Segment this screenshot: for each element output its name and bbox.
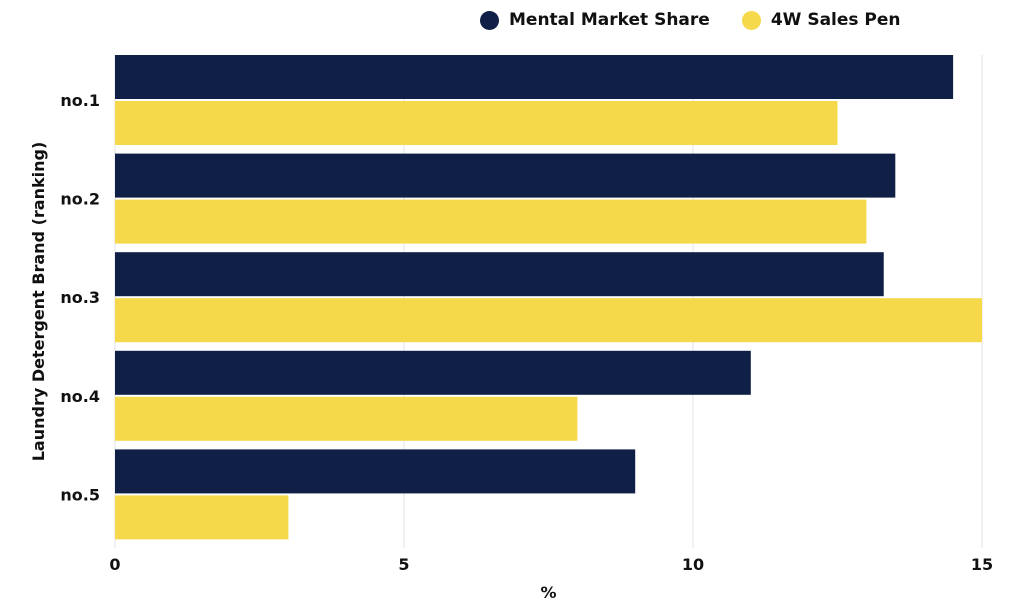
y-tick-no3: no.3	[60, 288, 100, 307]
legend-item-mental-market-share[interactable]: Mental Market Share	[480, 10, 710, 30]
y-tick-no2: no.2	[60, 190, 100, 209]
legend-label-mental-market-share: Mental Market Share	[509, 10, 710, 30]
bar-mental-market-share-no2[interactable]	[115, 153, 896, 198]
bar-4w-sales-pen-no3[interactable]	[115, 298, 982, 343]
bar-mental-market-share-no4[interactable]	[115, 350, 751, 395]
bar-mental-market-share-no3[interactable]	[115, 252, 884, 297]
bar-mental-market-share-no1[interactable]	[115, 55, 954, 99]
x-tick-10: 10	[682, 555, 704, 574]
bars	[115, 55, 982, 540]
y-tick-no1: no.1	[60, 91, 100, 110]
bar-4w-sales-pen-no1[interactable]	[115, 101, 838, 145]
bar-mental-market-share-no5[interactable]	[115, 449, 636, 494]
y-tick-labels: no.1 no.2 no.3 no.4 no.5	[60, 91, 100, 504]
bar-4w-sales-pen-no4[interactable]	[115, 396, 578, 441]
y-tick-no5: no.5	[60, 485, 100, 504]
x-axis-label: %	[540, 583, 556, 602]
y-tick-no4: no.4	[60, 387, 100, 406]
legend-swatch-4w-sales-pen	[741, 10, 761, 30]
x-tick-labels: 0 5 10 15	[109, 555, 993, 574]
legend-item-4w-sales-pen[interactable]: 4W Sales Pen	[741, 10, 901, 30]
x-tick-5: 5	[398, 555, 409, 574]
legend-label-4w-sales-pen: 4W Sales Pen	[770, 10, 901, 30]
x-tick-15: 15	[971, 555, 993, 574]
y-axis-label: Laundry Detergent Brand (ranking)	[29, 142, 48, 462]
legend: Mental Market Share 4W Sales Pen	[480, 10, 933, 30]
legend-swatch-mental-market-share	[480, 10, 499, 30]
x-tick-0: 0	[109, 555, 120, 574]
bar-4w-sales-pen-no2[interactable]	[115, 199, 867, 244]
bar-4w-sales-pen-no5[interactable]	[115, 495, 289, 540]
